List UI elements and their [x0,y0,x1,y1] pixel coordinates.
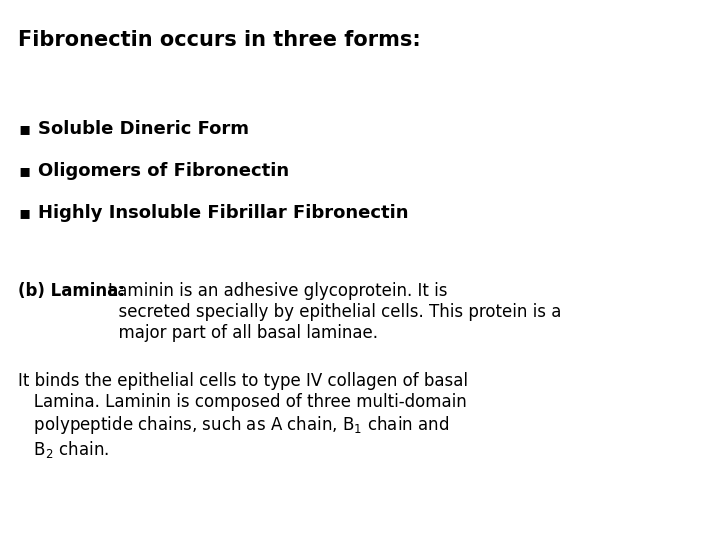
Text: Highly Insoluble Fibrillar Fibronectin: Highly Insoluble Fibrillar Fibronectin [38,204,408,222]
Text: Fibronectin occurs in three forms:: Fibronectin occurs in three forms: [18,30,420,50]
Text: (b) Lamina:: (b) Lamina: [18,282,125,300]
Text: It binds the epithelial cells to type IV collagen of basal
   Lamina. Laminin is: It binds the epithelial cells to type IV… [18,372,468,460]
Text: Laminin is an adhesive glycoprotein. It is
  secreted specially by epithelial ce: Laminin is an adhesive glycoprotein. It … [108,282,562,342]
Text: Oligomers of Fibronectin: Oligomers of Fibronectin [38,162,289,180]
Text: ▪: ▪ [18,120,30,138]
Text: Soluble Dineric Form: Soluble Dineric Form [38,120,249,138]
Text: ▪: ▪ [18,204,30,222]
Text: ▪: ▪ [18,162,30,180]
